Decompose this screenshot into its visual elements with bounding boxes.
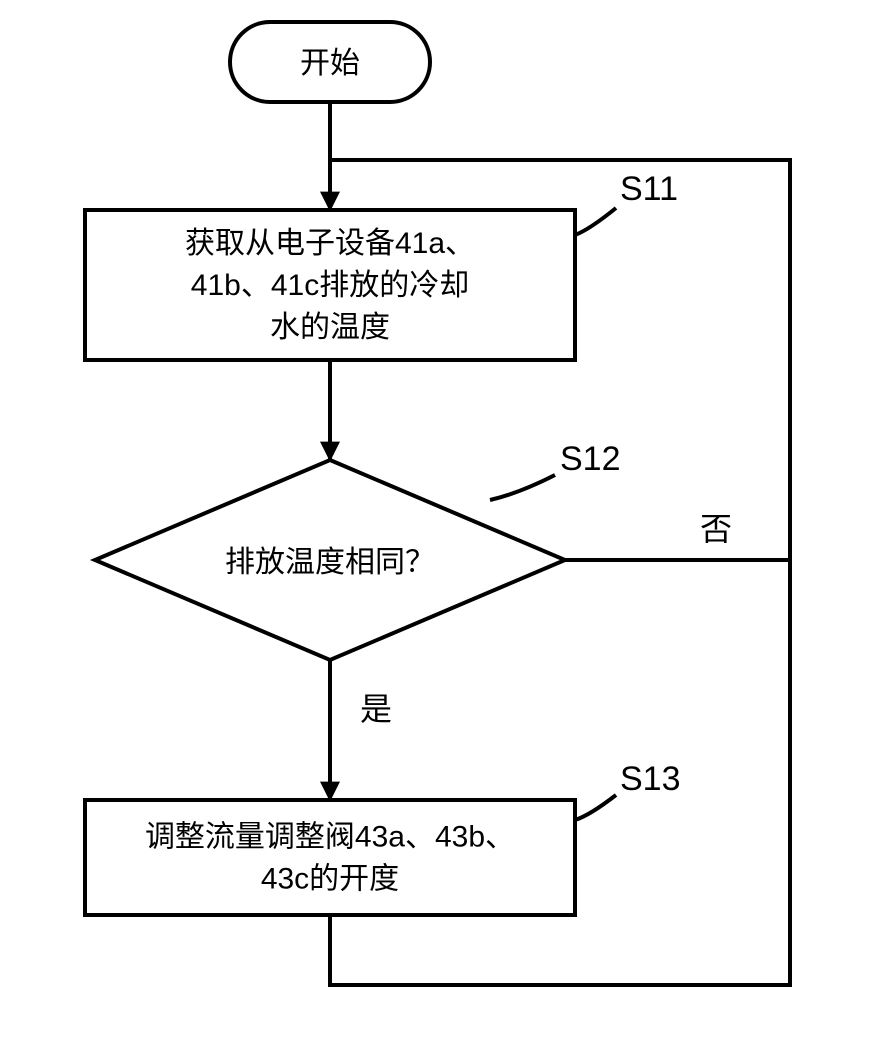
s12-text: 排放温度相同？	[225, 546, 435, 579]
s13-label: S13	[620, 760, 681, 798]
start-label: 开始	[300, 47, 360, 80]
s11-label: S11	[620, 170, 678, 208]
s11-line: 41b、41c排放的冷却	[191, 269, 469, 302]
s12-no: 否	[700, 511, 732, 547]
s12-yes: 是	[360, 691, 392, 727]
s12-label: S12	[560, 440, 621, 478]
s11-line: 水的温度	[270, 311, 390, 344]
s13-line: 43c的开度	[261, 862, 399, 895]
s11-line: 获取从电子设备41a、	[185, 227, 475, 260]
s13-line: 调整流量调整阀43a、43b、	[145, 820, 515, 853]
